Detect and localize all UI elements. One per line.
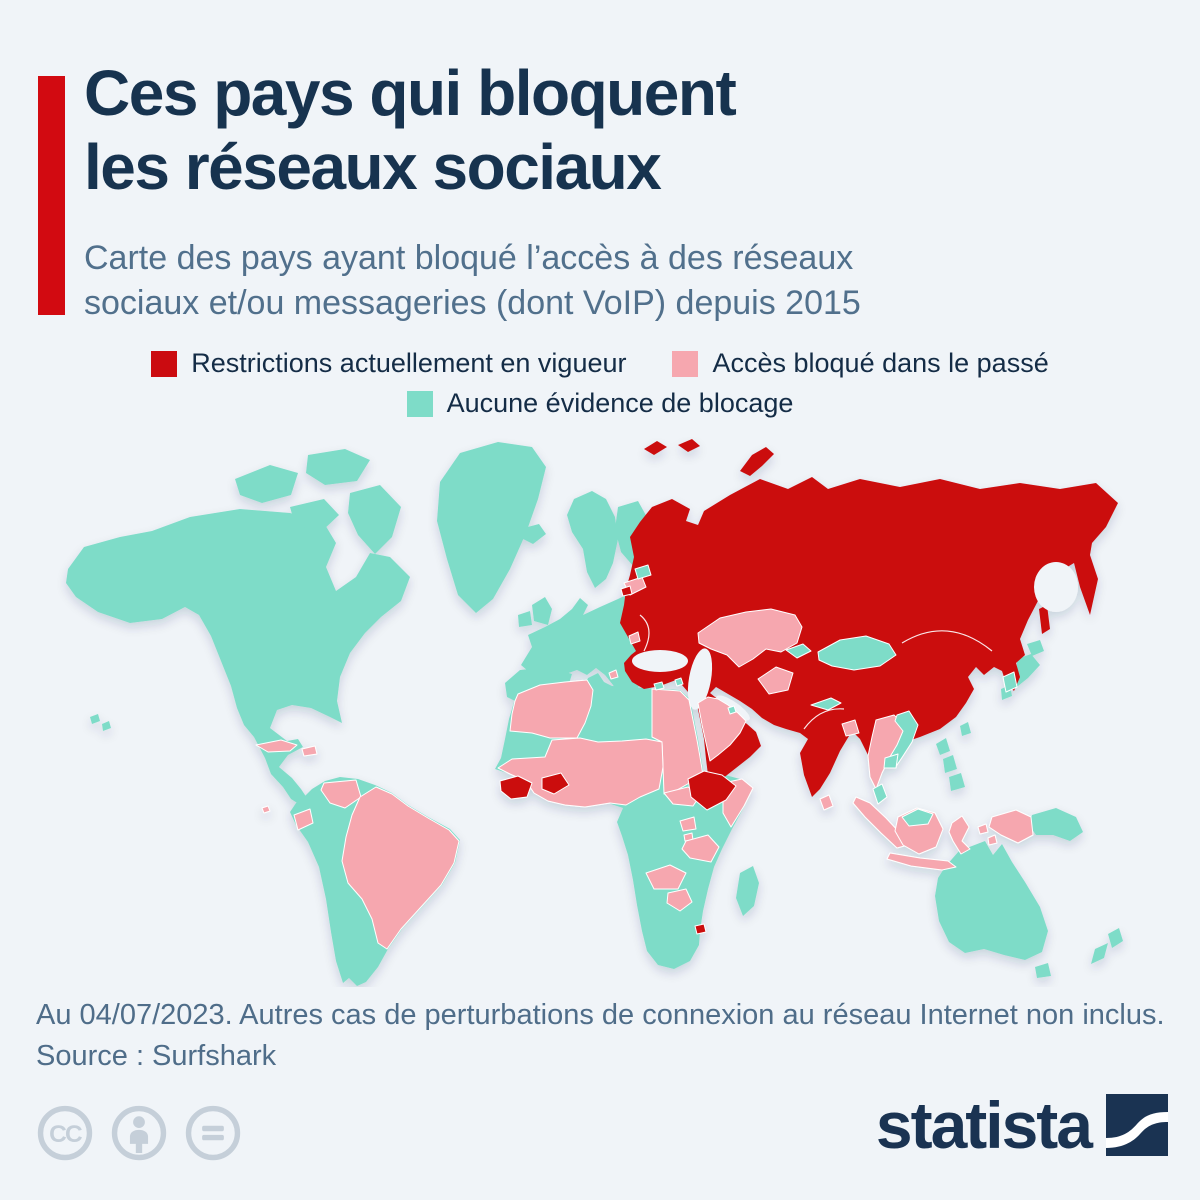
- statista-logo-mark: [1106, 1094, 1168, 1156]
- map-region-guinea: [499, 775, 533, 800]
- legend-item-past: Accès bloqué dans le passé: [672, 348, 1049, 379]
- black-sea: [632, 650, 688, 672]
- map-region-brazil: [341, 786, 460, 950]
- map-region-afghanistan: [757, 666, 794, 695]
- map-region-svalbard: [644, 439, 700, 455]
- map-region-philippines: [936, 738, 965, 791]
- legend-row-1: Restrictions actuellement en vigueur Acc…: [151, 348, 1049, 379]
- map-region-iceland: [520, 524, 546, 544]
- map-region-maghreb: [509, 679, 594, 739]
- map-region-hawaii: [90, 714, 111, 731]
- border-russia-china: [901, 630, 993, 652]
- map-region-scandinavia: [567, 491, 618, 588]
- attribution-person-icon: [111, 1105, 167, 1161]
- title-line-2: les réseaux sociaux: [84, 131, 662, 204]
- border-india-china: [803, 708, 845, 730]
- map-region-moluccas: [977, 823, 998, 846]
- map-region-cyprus: [653, 681, 665, 691]
- map-region-papua-new-guinea: [1029, 808, 1083, 841]
- statista-logo-text: statista: [875, 1088, 1093, 1162]
- map-region-greenland: [437, 442, 546, 613]
- sea-of-okhotsk: [1034, 562, 1078, 612]
- map-region-bangladesh: [841, 719, 860, 737]
- legend-label-none: Aucune évidence de blocage: [446, 388, 794, 418]
- legend-swatch-current: [151, 350, 178, 377]
- map-region-novaya-zemlya: [740, 447, 774, 476]
- map-region-estonia: [634, 564, 652, 580]
- map-region-new-zealand: [1091, 928, 1123, 964]
- map-region-mongolia: [817, 635, 897, 671]
- map-region-north-america: [66, 509, 410, 806]
- legend-item-current: Restrictions actuellement en vigueur: [151, 348, 626, 379]
- map-region-venezuela: [320, 779, 362, 809]
- border-ukraine-russia: [639, 614, 650, 652]
- title-line-1: Ces pays qui bloquent: [84, 57, 737, 129]
- map-region-madagascar: [736, 866, 759, 916]
- map-region-united-kingdom: [532, 597, 552, 625]
- map-region-sumatra: [852, 796, 909, 849]
- legend-item-none: Aucune évidence de blocage: [406, 388, 794, 419]
- map-region-kazakhstan: [697, 608, 803, 668]
- map-region-taiwan: [960, 722, 971, 736]
- license-icons: CC: [36, 1104, 242, 1162]
- map-region-sahel-west-africa: [497, 737, 664, 808]
- map-region-nepal: [810, 697, 842, 711]
- map-region-eswatini: [694, 923, 707, 935]
- map-region-burkina-faso: [541, 772, 570, 795]
- map-region-java: [886, 852, 957, 871]
- footnote-source: Source : Surfshark: [36, 1040, 277, 1073]
- legend-label-current: Restrictions actuellement en vigueur: [191, 348, 627, 378]
- world-map: [40, 437, 1165, 987]
- map-region-canadian-arctic-islands: [235, 449, 401, 554]
- map-region-west-papua: [988, 809, 1034, 844]
- map-region-malaysia-peninsula: [872, 783, 888, 805]
- map-region-qatar: [727, 705, 737, 715]
- map-region-cambodia: [883, 753, 899, 769]
- map-region-sulawesi: [948, 815, 971, 855]
- map-region-ireland: [518, 611, 532, 627]
- page-subtitle: Carte des pays ayant bloqué l’accès à de…: [84, 236, 861, 326]
- statista-logo: statista: [875, 1088, 1168, 1162]
- legend-label-past: Accès bloqué dans le passé: [712, 348, 1049, 378]
- page-title: Ces pays qui bloquent les réseaux sociau…: [84, 56, 737, 204]
- legend-row-2: Aucune évidence de blocage: [406, 388, 794, 419]
- map-region-australia: [935, 841, 1051, 978]
- map-region-zimbabwe: [666, 888, 693, 912]
- legend-swatch-past: [672, 350, 699, 377]
- subtitle-line-1: Carte des pays ayant bloqué l’accès à de…: [84, 239, 854, 277]
- map-region-uganda: [679, 816, 697, 832]
- map-region-tanzania: [681, 834, 720, 863]
- map-region-hispaniola: [301, 745, 318, 757]
- cc-icon: CC: [37, 1105, 93, 1161]
- title-accent-bar: [38, 76, 65, 315]
- map-region-montenegro: [608, 669, 619, 680]
- map-region-europe-mainland: [521, 592, 652, 709]
- map-region-kaliningrad: [620, 585, 633, 597]
- map-region-malaysia-borneo: [901, 808, 934, 827]
- map-region-galapagos: [261, 805, 271, 814]
- map-region-sakhalin: [1039, 605, 1050, 634]
- legend-swatch-none: [406, 390, 433, 417]
- map-region-sri-lanka: [819, 794, 834, 811]
- subtitle-line-2: sociaux et/ou messageries (dont VoIP) de…: [84, 283, 861, 322]
- svg-text:CC: CC: [49, 1121, 82, 1148]
- map-region-south-korea: [1002, 671, 1018, 693]
- map-region-kyrgyzstan: [785, 643, 812, 659]
- caspian-sea: [687, 648, 713, 710]
- map-region-lebanon: [674, 677, 684, 687]
- footnote-note: Au 04/07/2023. Autres cas de perturbatio…: [36, 999, 1165, 1031]
- map-region-zambia: [645, 864, 687, 890]
- map-region-moldova: [628, 631, 641, 645]
- map-region-cuba: [255, 739, 298, 753]
- map-region-ecuador: [293, 808, 314, 831]
- map-region-ethiopia: [687, 770, 737, 811]
- footnote: Au 04/07/2023. Autres cas de perturbatio…: [36, 995, 1165, 1077]
- equals-icon: [185, 1105, 241, 1161]
- legend: Restrictions actuellement en vigueur Acc…: [0, 348, 1200, 419]
